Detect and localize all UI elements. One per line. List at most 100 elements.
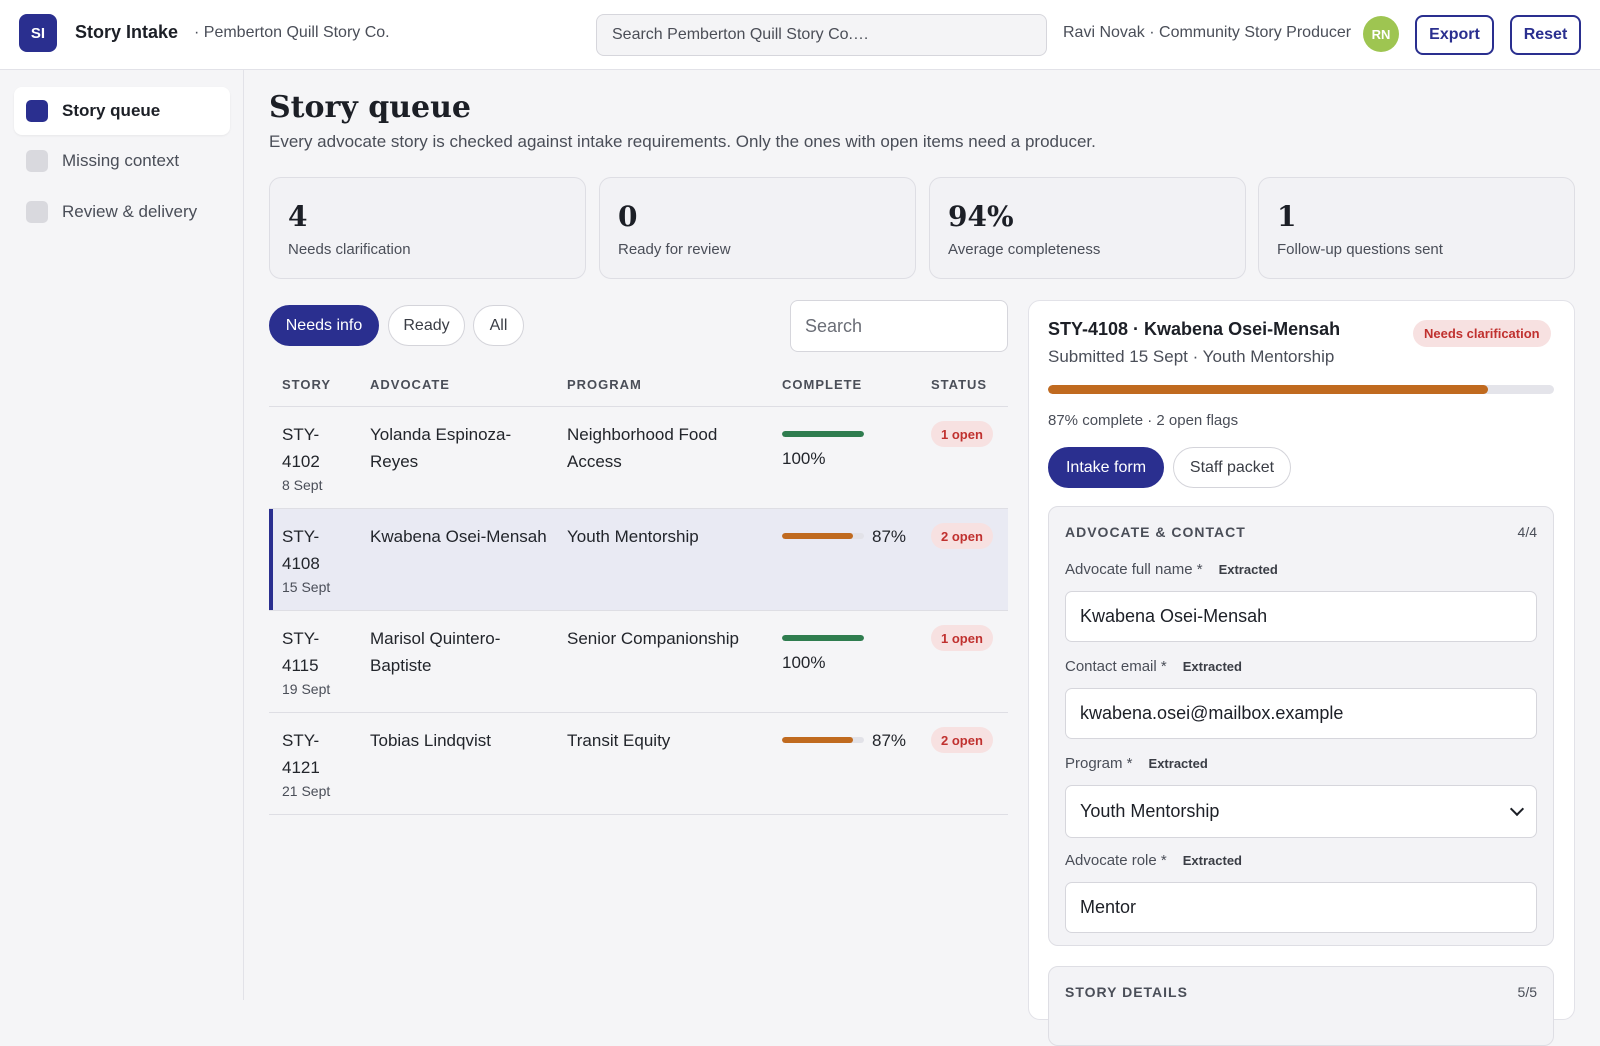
stat-value: 4 <box>288 200 308 233</box>
tab-intake-form[interactable]: Intake form <box>1048 447 1164 488</box>
status-badge: Needs clarification <box>1413 320 1551 347</box>
detail-title: STY-4108 · Kwabena Osei-Mensah <box>1048 319 1341 339</box>
completeness-bar <box>782 533 864 539</box>
sidebar-item-missing-context[interactable]: Missing context <box>14 137 230 185</box>
completeness-percent: 100% <box>782 653 826 672</box>
program-name: Youth Mentorship <box>567 527 699 546</box>
app-logo: SI <box>19 14 57 52</box>
field-label: Contact email * Extracted <box>1065 658 1242 675</box>
stat-card-ready-for-review: 0 Ready for review <box>599 177 916 279</box>
square-icon <box>26 150 48 172</box>
section-story-details[interactable]: STORY DETAILS 5/5 <box>1048 966 1554 1046</box>
extracted-tag: Extracted <box>1182 853 1242 868</box>
filter-ready[interactable]: Ready <box>388 305 465 346</box>
program-name: Senior Companionship <box>567 629 739 648</box>
table-row[interactable]: STY-4121 21 Sept Tobias Lindqvist Transi… <box>269 713 1008 815</box>
stat-value: 0 <box>618 200 638 233</box>
stat-card-follow-up-questions: 1 Follow-up questions sent <box>1258 177 1575 279</box>
detail-progress-bar <box>1048 385 1554 394</box>
completeness-bar-fill <box>782 635 864 641</box>
status-badge: 2 open <box>931 727 993 753</box>
table-header: STORY ADVOCATE PROGRAM COMPLETE STATUS <box>269 365 1008 407</box>
completeness-percent: 100% <box>782 449 826 468</box>
column-header-program: PROGRAM <box>567 377 642 392</box>
advocate-role-field[interactable] <box>1065 882 1537 933</box>
section-count: 4/4 <box>1517 524 1537 540</box>
table-row[interactable]: STY-4115 19 Sept Marisol Quintero-Baptis… <box>269 611 1008 713</box>
story-date: 8 Sept <box>282 477 323 493</box>
program-name: Neighborhood Food Access <box>567 425 718 471</box>
advocate-name-field[interactable] <box>1065 591 1537 642</box>
field-label: Program * Extracted <box>1065 755 1208 772</box>
completeness-bar <box>782 635 864 641</box>
detail-progress-text: 87% complete · 2 open flags <box>1048 412 1239 429</box>
detail-subtitle: Submitted 15 Sept · Youth Mentorship <box>1048 347 1335 366</box>
extracted-tag: Extracted <box>1182 659 1242 674</box>
stat-value: 1 <box>1277 200 1297 233</box>
story-detail-panel: STY-4108 · Kwabena Osei-Mensah Needs cla… <box>1028 300 1575 1046</box>
chevron-down-icon <box>1509 801 1525 817</box>
advocate-name: Tobias Lindqvist <box>370 731 491 750</box>
section-advocate-contact: ADVOCATE & CONTACT 4/4 Advocate full nam… <box>1048 506 1554 946</box>
advocate-name: Marisol Quintero-Baptiste <box>370 629 501 675</box>
sidebar: Story queue Missing context Review & del… <box>0 70 244 1000</box>
status-badge: 2 open <box>931 523 993 549</box>
advocate-name: Kwabena Osei-Mensah <box>370 527 547 546</box>
column-header-status: STATUS <box>931 377 988 392</box>
story-id: STY-4121 <box>282 731 320 777</box>
stat-label: Needs clarification <box>288 241 411 258</box>
organization-name: · Pemberton Quill Story Co. <box>194 24 390 41</box>
detail-progress-fill <box>1048 385 1489 394</box>
sidebar-item-review-delivery[interactable]: Review & delivery <box>14 188 230 236</box>
filter-all[interactable]: All <box>473 305 524 346</box>
program-select-value: Youth Mentorship <box>1080 801 1220 821</box>
section-count: 5/5 <box>1517 984 1537 1000</box>
status-badge: 1 open <box>931 625 993 651</box>
completeness-percent: 87% <box>872 527 907 546</box>
reset-button[interactable]: Reset <box>1510 15 1581 55</box>
completeness-percent: 87% <box>872 731 907 750</box>
completeness-bar-fill <box>782 431 864 437</box>
section-title: ADVOCATE & CONTACT <box>1065 524 1246 540</box>
extracted-tag: Extracted <box>1148 756 1208 771</box>
square-icon <box>26 201 48 223</box>
page-subtitle: Every advocate story is checked against … <box>269 132 1096 151</box>
column-header-complete: COMPLETE <box>782 377 863 392</box>
global-search-input[interactable] <box>596 14 1047 56</box>
user-info: Ravi Novak · Community Story Producer <box>1063 24 1352 41</box>
story-id: STY-4102 <box>282 425 320 471</box>
export-button[interactable]: Export <box>1415 15 1494 55</box>
column-header-advocate: ADVOCATE <box>370 377 450 392</box>
stat-label: Follow-up questions sent <box>1277 241 1443 258</box>
sidebar-item-label: Review & delivery <box>62 202 198 221</box>
story-id: STY-4108 <box>282 527 320 573</box>
top-bar: SI Story Intake · Pemberton Quill Story … <box>0 0 1600 70</box>
sidebar-item-story-queue[interactable]: Story queue <box>14 87 230 135</box>
program-name: Transit Equity <box>567 731 671 750</box>
story-search-input[interactable] <box>790 300 1008 352</box>
story-date: 15 Sept <box>282 579 331 595</box>
contact-email-field[interactable] <box>1065 688 1537 739</box>
stat-label: Average completeness <box>948 241 1101 258</box>
advocate-name: Yolanda Espinoza-Reyes <box>370 425 512 471</box>
stat-label: Ready for review <box>618 241 731 258</box>
completeness-bar-fill <box>782 533 854 539</box>
completeness-bar-fill <box>782 737 854 743</box>
avatar[interactable]: RN <box>1363 16 1399 52</box>
table-row[interactable]: STY-4102 8 Sept Yolanda Espinoza-Reyes N… <box>269 407 1008 509</box>
stat-value: 94% <box>948 200 1014 233</box>
completeness-bar <box>782 737 864 743</box>
table-row[interactable]: STY-4108 15 Sept Kwabena Osei-Mensah You… <box>269 509 1008 611</box>
extracted-tag: Extracted <box>1218 562 1278 577</box>
filter-needs-info[interactable]: Needs info <box>269 305 379 346</box>
story-table: STORY ADVOCATE PROGRAM COMPLETE STATUS S… <box>269 365 1008 815</box>
stat-card-average-completeness: 94% Average completeness <box>929 177 1246 279</box>
sidebar-item-label: Story queue <box>62 101 161 120</box>
completeness-bar <box>782 431 864 437</box>
field-label: Advocate role * Extracted <box>1065 852 1242 869</box>
program-select[interactable]: Youth Mentorship <box>1065 785 1537 838</box>
tab-staff-packet[interactable]: Staff packet <box>1173 447 1291 488</box>
square-icon <box>26 100 48 122</box>
sidebar-item-label: Missing context <box>62 151 180 170</box>
story-date: 21 Sept <box>282 783 331 799</box>
